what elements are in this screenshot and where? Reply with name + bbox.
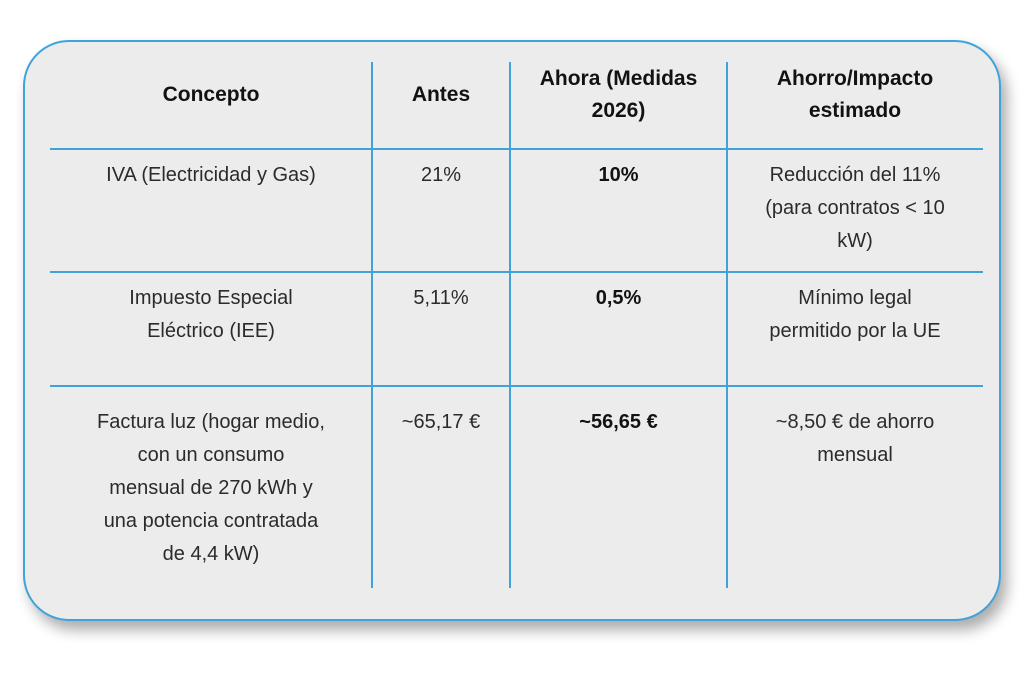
tax-measures-table-card: Concepto Antes Ahora (Medidas 2026) Ahor… — [23, 40, 1001, 621]
column-divider-3 — [726, 62, 728, 588]
column-header-antes: Antes — [411, 83, 471, 106]
cell-factura-concepto: Factura luz (hogar medio, con un consumo… — [97, 411, 325, 565]
row-divider-header — [50, 148, 983, 150]
tax-measures-table: Concepto Antes Ahora (Medidas 2026) Ahor… — [50, 42, 983, 588]
cell-iee-concepto: Impuesto Especial Eléctrico (IEE) — [129, 287, 293, 342]
cell-iee-antes: 5,11% — [413, 287, 469, 309]
cell-iva-antes: 21% — [420, 164, 462, 186]
cell-factura-antes: ~65,17 € — [401, 411, 481, 433]
cell-factura-ahora: ~56,65 € — [579, 411, 658, 433]
row-divider-1 — [50, 271, 983, 273]
column-divider-1 — [371, 62, 373, 588]
cell-iva-concepto: IVA (Electricidad y Gas) — [106, 164, 316, 186]
row-divider-2 — [50, 385, 983, 387]
cell-factura-ahorro: ~8,50 € de ahorro mensual — [775, 411, 935, 466]
column-header-concepto: Concepto — [162, 83, 260, 106]
column-divider-2 — [509, 62, 511, 588]
column-header-ahora: Ahora (Medidas 2026) — [539, 67, 698, 122]
cell-iva-ahorro: Reducción del 11% (para contratos < 10 k… — [765, 164, 945, 252]
cell-iee-ahora: 0,5% — [595, 287, 642, 309]
column-header-ahorro: Ahorro/Impacto estimado — [776, 67, 934, 122]
cell-iee-ahorro: Mínimo legal permitido por la UE — [769, 287, 941, 342]
cell-iva-ahora: 10% — [598, 164, 639, 186]
